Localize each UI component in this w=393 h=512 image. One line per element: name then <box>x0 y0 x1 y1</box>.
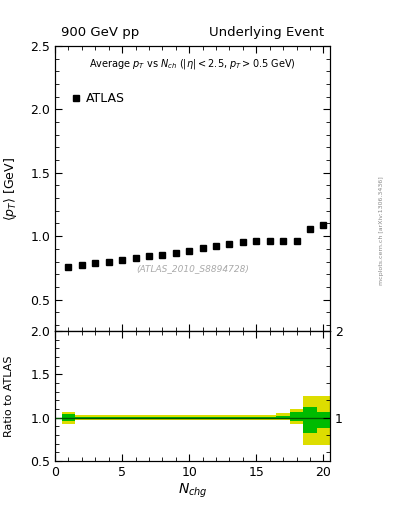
Bar <box>290 409 303 423</box>
Legend: ATLAS: ATLAS <box>72 92 125 105</box>
Bar <box>88 415 102 420</box>
Bar <box>196 415 209 420</box>
Bar <box>142 417 156 418</box>
Bar <box>156 417 169 418</box>
Bar <box>62 414 75 421</box>
Bar <box>142 415 156 420</box>
Bar <box>102 415 116 420</box>
Bar <box>317 396 330 445</box>
X-axis label: $N_{chg}$: $N_{chg}$ <box>178 481 208 500</box>
Bar <box>129 415 142 420</box>
Text: mcplots.cern.ch [arXiv:1306.3436]: mcplots.cern.ch [arXiv:1306.3436] <box>379 176 384 285</box>
Bar <box>263 415 276 420</box>
Bar <box>236 417 250 418</box>
Y-axis label: $\langle p_T \rangle$ [GeV]: $\langle p_T \rangle$ [GeV] <box>2 157 19 221</box>
Bar <box>317 413 330 428</box>
Bar <box>303 407 317 433</box>
Bar <box>75 415 88 420</box>
Bar <box>169 417 182 418</box>
Bar <box>209 415 223 420</box>
Bar <box>250 415 263 420</box>
Bar <box>116 417 129 418</box>
Bar <box>75 417 88 418</box>
Bar <box>88 417 102 418</box>
Y-axis label: Ratio to ATLAS: Ratio to ATLAS <box>4 355 14 437</box>
Text: 900 GeV pp: 900 GeV pp <box>61 26 139 39</box>
Bar <box>116 415 129 420</box>
Bar <box>223 417 236 418</box>
Bar <box>209 417 223 418</box>
Bar <box>156 415 169 420</box>
Bar <box>129 417 142 418</box>
Text: Average $p_T$ vs $N_{ch}$ ($|\eta| < 2.5$, $p_T > 0.5$ GeV): Average $p_T$ vs $N_{ch}$ ($|\eta| < 2.5… <box>89 57 296 72</box>
Bar <box>182 417 196 418</box>
Bar <box>290 413 303 421</box>
Bar <box>263 417 276 418</box>
Bar <box>236 415 250 420</box>
Bar <box>62 412 75 423</box>
Bar <box>196 417 209 418</box>
Bar <box>276 413 290 420</box>
Text: (ATLAS_2010_S8894728): (ATLAS_2010_S8894728) <box>136 264 249 273</box>
Text: Underlying Event: Underlying Event <box>209 26 325 39</box>
Bar <box>303 396 317 445</box>
Bar <box>276 416 290 418</box>
Bar <box>250 417 263 418</box>
Bar <box>182 415 196 420</box>
Bar <box>223 415 236 420</box>
Bar <box>102 417 116 418</box>
Bar <box>169 415 182 420</box>
